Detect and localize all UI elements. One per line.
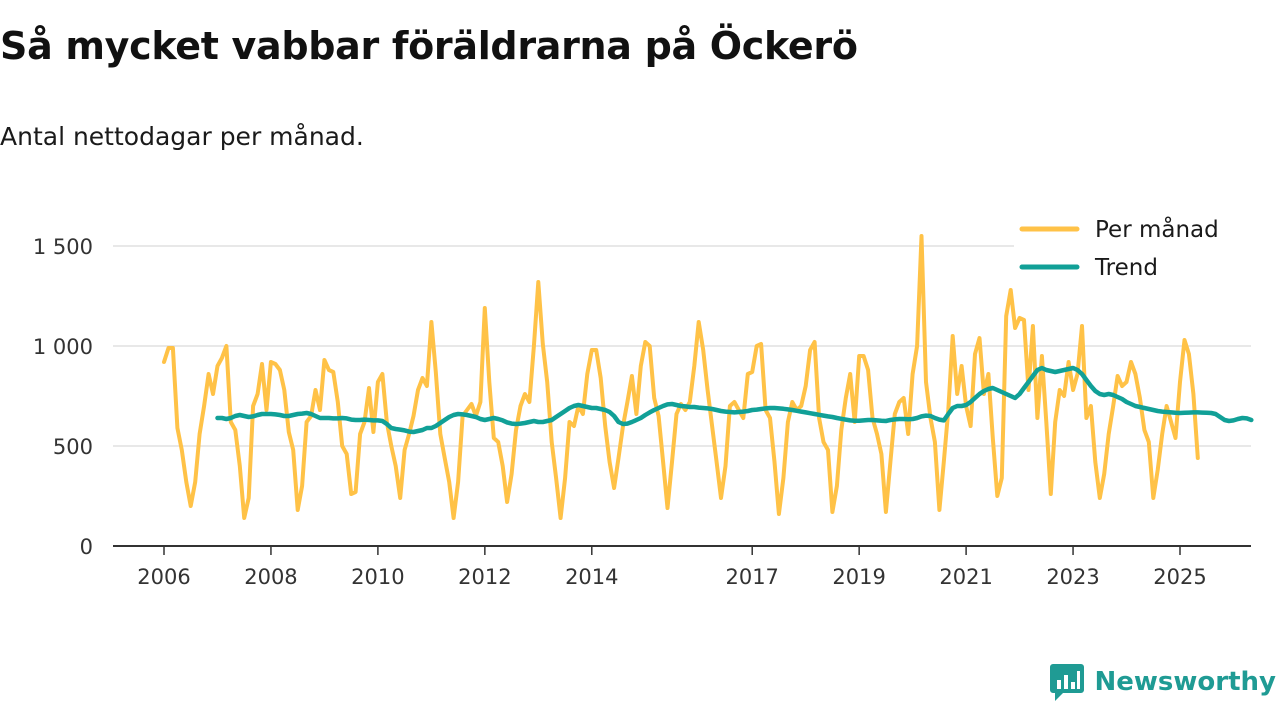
x-tick-label: 2023 <box>1046 565 1099 589</box>
y-tick-label: 500 <box>53 435 93 459</box>
legend-label-per-manad: Per månad <box>1095 215 1219 243</box>
y-tick-label: 1 500 <box>33 235 93 259</box>
x-tick-label: 2008 <box>244 565 297 589</box>
x-tick-label: 2017 <box>725 565 778 589</box>
x-tick-label: 2014 <box>565 565 618 589</box>
x-tick-label: 2012 <box>458 565 511 589</box>
x-tick-label: 2010 <box>351 565 404 589</box>
x-tick-label: 2019 <box>832 565 885 589</box>
y-tick-label: 0 <box>80 535 93 559</box>
series-line-trend <box>215 365 1254 435</box>
chart-subtitle: Antal nettodagar per månad. <box>0 122 364 151</box>
legend-background <box>1014 208 1254 288</box>
x-tick-label: 2021 <box>939 565 992 589</box>
axes: 2006 2008 2010 2012 2014 2017 2019 2021 2023 2025 <box>113 545 1251 589</box>
legend: Per månad Trend <box>1014 208 1254 288</box>
x-tick-label: 2025 <box>1153 565 1206 589</box>
newsworthy-brand: Newsworthy <box>1049 662 1276 702</box>
brand-name: Newsworthy <box>1094 667 1276 697</box>
newsworthy-logo-icon <box>1049 664 1084 701</box>
legend-label-trend: Trend <box>1094 255 1158 281</box>
y-tick-label: 1 000 <box>33 335 93 359</box>
chart-title: Så mycket vabbar föräldrarna på Öckerö <box>0 24 858 68</box>
x-tick-label: 2006 <box>137 565 190 589</box>
series-lines <box>162 234 1254 520</box>
